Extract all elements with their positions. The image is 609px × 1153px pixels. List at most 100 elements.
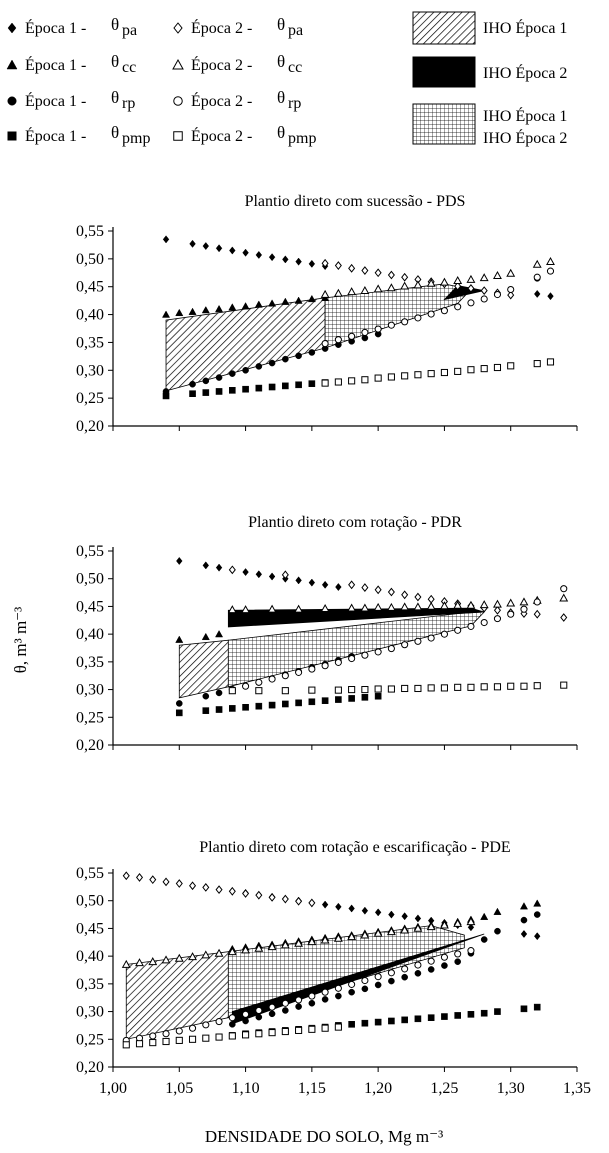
data-point xyxy=(374,973,382,981)
data-point xyxy=(268,1003,276,1011)
data-point xyxy=(387,644,395,653)
data-point xyxy=(242,703,249,711)
data-point xyxy=(467,1011,475,1018)
data-point xyxy=(215,1033,223,1041)
chart-panels: Plantio direto com sucessão - PDS 0,20 0,2… xyxy=(76,193,591,1097)
data-point xyxy=(229,387,236,394)
data-point xyxy=(480,912,489,920)
data-point xyxy=(401,684,409,693)
data-point xyxy=(519,902,528,910)
data-point xyxy=(427,1014,435,1021)
data-point xyxy=(282,355,289,363)
data-point xyxy=(162,392,170,400)
data-point xyxy=(467,366,475,374)
data-point xyxy=(255,1006,263,1015)
data-point xyxy=(202,561,210,570)
data-point xyxy=(493,907,502,915)
data-point xyxy=(373,928,383,937)
data-point xyxy=(374,648,382,656)
data-point xyxy=(374,585,382,595)
data-point xyxy=(374,692,382,700)
data-point xyxy=(174,953,184,962)
data-point xyxy=(493,599,502,608)
legend-area-label: IHO Época 1 xyxy=(483,106,567,125)
data-point xyxy=(334,261,342,270)
iho-area xyxy=(324,283,472,349)
data-point xyxy=(135,958,144,967)
data-point xyxy=(201,305,210,314)
data-point xyxy=(295,1026,303,1034)
data-point xyxy=(268,359,276,367)
data-point xyxy=(334,984,342,992)
chart-panel: Plantio direto com sucessão - PDS 0,20 0,2… xyxy=(76,193,578,435)
data-point xyxy=(414,914,422,923)
data-point xyxy=(242,568,249,577)
data-series xyxy=(175,692,382,717)
data-point xyxy=(295,381,302,389)
data-point xyxy=(534,289,541,298)
data-series xyxy=(227,593,569,614)
data-point xyxy=(202,883,210,892)
data-point xyxy=(454,950,462,958)
data-series xyxy=(229,911,541,1028)
data-point xyxy=(414,961,422,969)
data-point xyxy=(533,360,541,368)
data-point xyxy=(280,940,290,949)
data-point xyxy=(215,304,224,313)
data-point xyxy=(175,308,184,317)
data-point xyxy=(493,683,502,691)
data-point xyxy=(413,602,423,611)
data-point xyxy=(255,678,263,686)
data-point xyxy=(453,600,463,609)
y-tick-label: 0,35 xyxy=(76,334,104,351)
data-point xyxy=(348,580,356,590)
data-point xyxy=(480,365,488,373)
data-point xyxy=(202,707,210,714)
data-point xyxy=(161,955,171,964)
data-point xyxy=(427,310,435,318)
data-point xyxy=(215,630,224,638)
data-point xyxy=(546,358,555,366)
data-point xyxy=(320,604,330,613)
data-point xyxy=(361,651,369,659)
data-point xyxy=(546,257,555,266)
legend-subscript: cc xyxy=(122,59,136,76)
data-point xyxy=(401,965,409,973)
legend-subscript: pmp xyxy=(288,130,316,147)
data-point xyxy=(414,970,422,977)
legend-marker xyxy=(7,22,17,34)
data-point xyxy=(188,307,197,315)
legend-subscript: pa xyxy=(288,22,303,39)
data-point xyxy=(334,378,342,386)
data-point xyxy=(228,303,237,311)
data-point xyxy=(347,932,357,941)
data-point xyxy=(135,1040,144,1048)
x-tick-label: 1,30 xyxy=(497,1080,525,1097)
data-point xyxy=(401,641,409,649)
data-point xyxy=(228,1014,236,1022)
data-point xyxy=(189,239,196,248)
y-tick-label: 0,35 xyxy=(76,976,104,993)
data-point xyxy=(307,937,317,946)
y-tick-label: 0,50 xyxy=(76,893,104,910)
data-series xyxy=(122,1023,342,1049)
iho-area xyxy=(165,297,326,392)
data-point xyxy=(348,988,355,996)
data-point xyxy=(202,389,210,396)
legend-subscript: pmp xyxy=(122,130,150,147)
data-point xyxy=(361,686,369,694)
data-point xyxy=(360,930,370,939)
x-tick-label: 1,35 xyxy=(563,1080,591,1097)
data-point xyxy=(295,668,303,676)
data-point xyxy=(520,916,528,924)
y-tick-label: 0,55 xyxy=(76,543,104,560)
data-point xyxy=(307,294,316,303)
data-point xyxy=(188,1024,197,1032)
data-point xyxy=(427,634,435,642)
legend-swatch xyxy=(412,56,476,88)
data-point xyxy=(439,277,449,286)
data-point xyxy=(388,977,395,985)
data-point xyxy=(268,892,276,902)
data-point xyxy=(268,253,276,262)
data-point xyxy=(361,985,369,993)
